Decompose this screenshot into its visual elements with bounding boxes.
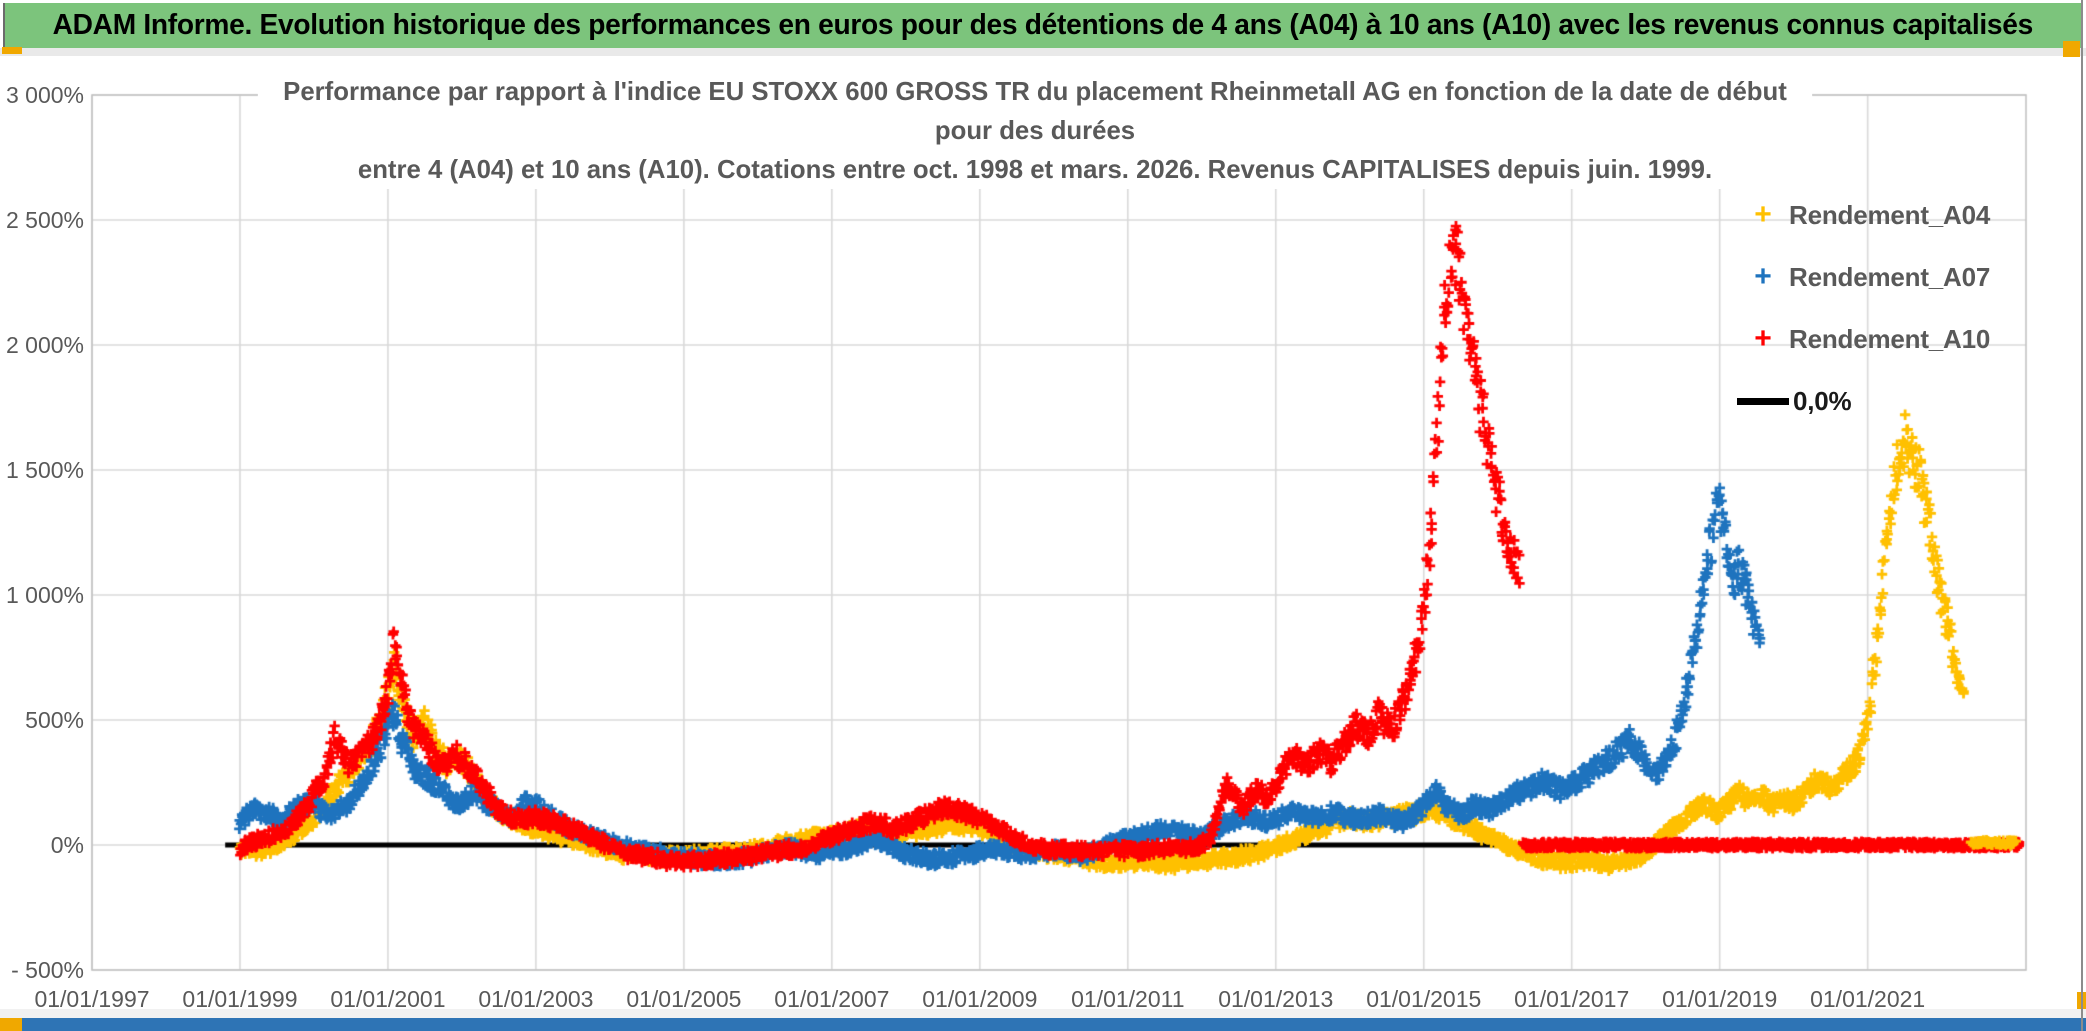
y-axis-tick-label: 2 500% <box>5 207 84 233</box>
x-axis-tick-label: 01/01/2013 <box>1218 986 1334 1012</box>
legend-label: 0,0% <box>1793 385 1852 416</box>
y-axis-tick-label: 1 500% <box>5 457 84 483</box>
plus-marker-icon: + <box>1754 198 1772 231</box>
corner-accent-bottom-left <box>0 1018 22 1031</box>
x-axis-tick-label: 01/01/2015 <box>1366 986 1482 1012</box>
x-axis-tick-label: 01/01/2021 <box>1810 986 1926 1012</box>
legend-label: Rendement_A04 <box>1789 199 1991 230</box>
legend-label: Rendement_A10 <box>1789 323 1991 354</box>
y-axis-tick-label: 1 000% <box>5 582 84 608</box>
plus-marker-icon: + <box>1754 322 1772 355</box>
legend-label: Rendement_A07 <box>1789 261 1991 292</box>
y-axis-tick-label: 2 000% <box>5 332 84 358</box>
legend-item-a07: + Rendement_A07 <box>1737 258 2037 296</box>
chart-title: Performance par rapport à l'indice EU ST… <box>257 72 1813 189</box>
y-axis-tick-label: - 500% <box>11 957 84 983</box>
x-axis-tick-label: 01/01/2007 <box>774 986 890 1012</box>
x-axis-tick-label: 01/01/2005 <box>626 986 742 1012</box>
x-axis-tick-label: 01/01/1997 <box>34 986 150 1012</box>
plus-marker-icon: + <box>1754 260 1772 293</box>
footer-bar <box>0 1018 2086 1031</box>
chart-title-line2: entre 4 (A04) et 10 ans (A10). Cotations… <box>357 154 1713 184</box>
zero-line-swatch <box>1737 397 1789 405</box>
x-axis-tick-label: 01/01/2003 <box>478 986 594 1012</box>
legend-item-zero-line: 0,0% <box>1737 382 2037 420</box>
legend-item-a10: + Rendement_A10 <box>1737 320 2037 358</box>
footer-divider <box>0 1009 2086 1018</box>
corner-accent-top-right <box>2063 41 2080 57</box>
y-axis-tick-label: 500% <box>25 707 84 733</box>
page-right-border <box>2081 0 2083 1031</box>
x-axis-tick-label: 01/01/2019 <box>1662 986 1778 1012</box>
legend-item-a04: + Rendement_A04 <box>1737 196 2037 234</box>
x-axis-tick-label: 01/01/2017 <box>1514 986 1630 1012</box>
x-axis-tick-label: 01/01/2009 <box>922 986 1038 1012</box>
corner-accent-top-left <box>2 47 22 54</box>
x-axis-tick-label: 01/01/1999 <box>182 986 298 1012</box>
y-axis-tick-label: 0% <box>50 832 84 858</box>
chart-legend: + Rendement_A04 + Rendement_A07 + Rendem… <box>1737 196 2037 420</box>
chart-title-line1: Performance par rapport à l'indice EU ST… <box>283 76 1787 145</box>
y-axis-tick-label: 3 000% <box>5 82 84 108</box>
x-axis-tick-label: 01/01/2001 <box>330 986 446 1012</box>
x-axis-tick-label: 01/01/2011 <box>1071 986 1185 1012</box>
